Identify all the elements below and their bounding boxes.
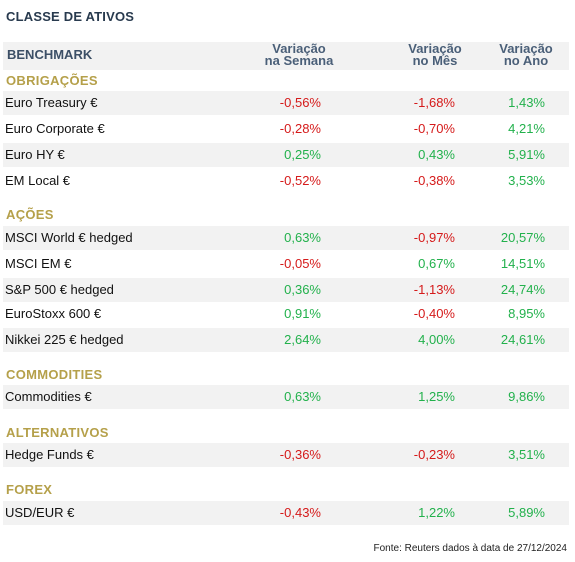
table-row: USD/EUR € -0,43% 1,22% 5,89% [3, 501, 569, 525]
header-year-change: Variação no Ano [499, 41, 553, 68]
row-month: 4,00% [418, 332, 455, 347]
row-year: 4,21% [508, 121, 545, 136]
row-name: EuroStoxx 600 € [5, 306, 102, 321]
table-row: S&P 500 € hedged 0,36% -1,13% 24,74% [3, 278, 569, 302]
header-benchmark: BENCHMARK [7, 47, 93, 62]
row-name: Euro Corporate € [5, 121, 105, 136]
row-month: 0,67% [418, 256, 455, 271]
row-name: EM Local € [5, 173, 71, 188]
row-week: 0,36% [284, 282, 321, 297]
row-month: -0,70% [413, 121, 455, 136]
row-month: -0,23% [413, 447, 455, 462]
section-title-commodities: COMMODITIES [6, 367, 103, 382]
row-year: 24,74% [500, 282, 545, 297]
table-row: Euro Treasury € -0,56% -1,68% 1,43% [3, 91, 569, 115]
row-month: -1,68% [413, 95, 455, 110]
row-year: 8,95% [508, 306, 545, 321]
table-row: Hedge Funds € -0,36% -0,23% 3,51% [3, 443, 569, 467]
section-title-bonds: OBRIGAÇÕES [6, 73, 98, 88]
row-year: 20,57% [500, 230, 545, 245]
row-name: Hedge Funds € [5, 447, 94, 462]
row-month: -0,38% [413, 173, 455, 188]
table-header: BENCHMARK Variação na Semana Variação no… [3, 42, 569, 70]
row-week: 0,63% [284, 389, 321, 404]
source-footnote: Fonte: Reuters dados à data de 27/12/202… [373, 543, 567, 554]
row-year: 5,89% [508, 505, 545, 520]
row-year: 9,86% [508, 389, 545, 404]
row-week: -0,52% [279, 173, 321, 188]
row-week: 0,91% [284, 306, 321, 321]
section-title-alternatives: ALTERNATIVOS [6, 425, 109, 440]
row-week: -0,28% [279, 121, 321, 136]
row-month: 1,22% [418, 505, 455, 520]
table-row: Nikkei 225 € hedged 2,64% 4,00% 24,61% [3, 328, 569, 352]
row-name: Euro HY € [5, 147, 65, 162]
page-title: CLASSE DE ATIVOS [6, 9, 135, 24]
table-row: EM Local € -0,52% -0,38% 3,53% [3, 169, 569, 193]
row-week: -0,43% [279, 505, 321, 520]
row-week: 0,25% [284, 147, 321, 162]
row-week: 2,64% [284, 332, 321, 347]
row-name: MSCI World € hedged [5, 230, 133, 245]
header-week-change: Variação na Semana [264, 41, 334, 68]
row-month: -0,40% [413, 306, 455, 321]
row-name: Euro Treasury € [5, 95, 98, 110]
section-title-forex: FOREX [6, 482, 53, 497]
table-row: Euro HY € 0,25% 0,43% 5,91% [3, 143, 569, 167]
row-week: -0,05% [279, 256, 321, 271]
row-name: Commodities € [5, 389, 92, 404]
header-month-change: Variação no Mês [408, 41, 462, 68]
section-title-equities: AÇÕES [6, 207, 54, 222]
row-year: 14,51% [500, 256, 545, 271]
row-name: S&P 500 € hedged [5, 282, 114, 297]
row-week: -0,36% [279, 447, 321, 462]
row-month: -1,13% [413, 282, 455, 297]
row-month: -0,97% [413, 230, 455, 245]
row-week: 0,63% [284, 230, 321, 245]
table-row: Commodities € 0,63% 1,25% 9,86% [3, 385, 569, 409]
row-year: 3,51% [508, 447, 545, 462]
row-year: 3,53% [508, 173, 545, 188]
row-month: 1,25% [418, 389, 455, 404]
table-row: MSCI EM € -0,05% 0,67% 14,51% [3, 252, 569, 276]
table-row: EuroStoxx 600 € 0,91% -0,40% 8,95% [3, 302, 569, 326]
row-month: 0,43% [418, 147, 455, 162]
row-name: Nikkei 225 € hedged [5, 332, 124, 347]
row-year: 24,61% [500, 332, 545, 347]
row-year: 1,43% [508, 95, 545, 110]
row-year: 5,91% [508, 147, 545, 162]
row-name: MSCI EM € [5, 256, 72, 271]
table-row: Euro Corporate € -0,28% -0,70% 4,21% [3, 117, 569, 141]
row-name: USD/EUR € [5, 505, 75, 520]
table-row: MSCI World € hedged 0,63% -0,97% 20,57% [3, 226, 569, 250]
row-week: -0,56% [279, 95, 321, 110]
